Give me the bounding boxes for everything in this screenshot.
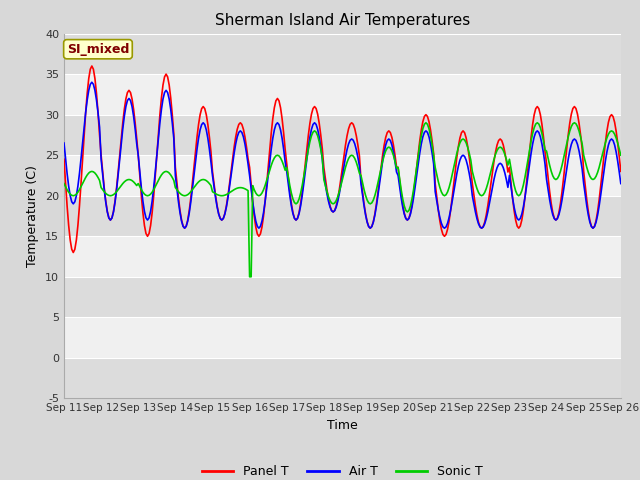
Air T [617, 180, 625, 186]
Panel T [617, 168, 625, 174]
Bar [64, 74, 621, 115]
Sonic T [422, 120, 430, 126]
Sonic T [410, 187, 417, 192]
Sonic T [164, 169, 172, 175]
Legend: Panel T, Air T, Sonic T: Panel T, Air T, Sonic T [196, 460, 488, 480]
Text: SI_mixed: SI_mixed [67, 43, 129, 56]
Air T [180, 225, 188, 231]
Bar [64, 196, 621, 236]
Panel T [412, 178, 419, 184]
Air T [76, 170, 83, 176]
Panel T [399, 202, 406, 207]
Bar [64, 317, 621, 358]
Bar [64, 34, 621, 74]
Panel T [69, 250, 77, 255]
Air T [60, 140, 68, 146]
Bar [64, 155, 621, 196]
Sonic T [76, 187, 83, 192]
Air T [380, 149, 388, 155]
Bar [64, 236, 621, 277]
Title: Sherman Island Air Temperatures: Sherman Island Air Temperatures [215, 13, 470, 28]
Line: Panel T: Panel T [64, 66, 621, 252]
X-axis label: Time: Time [327, 419, 358, 432]
Bar [64, 277, 621, 317]
Sonic T [397, 187, 405, 192]
Sonic T [60, 180, 68, 186]
Line: Sonic T: Sonic T [64, 123, 621, 277]
Air T [88, 79, 96, 85]
Sonic T [552, 177, 559, 182]
Bar [64, 358, 621, 398]
Air T [165, 96, 173, 102]
Sonic T [246, 274, 253, 280]
Bar [64, 115, 621, 155]
Panel T [552, 217, 559, 223]
Panel T [77, 180, 85, 186]
Line: Air T: Air T [64, 82, 621, 228]
Sonic T [379, 158, 387, 164]
Panel T [167, 95, 175, 101]
Sonic T [617, 152, 625, 158]
Panel T [60, 156, 68, 162]
Panel T [88, 63, 96, 69]
Panel T [380, 142, 388, 148]
Air T [399, 204, 406, 210]
Air T [412, 184, 419, 190]
Air T [552, 217, 559, 223]
Y-axis label: Temperature (C): Temperature (C) [26, 165, 40, 267]
